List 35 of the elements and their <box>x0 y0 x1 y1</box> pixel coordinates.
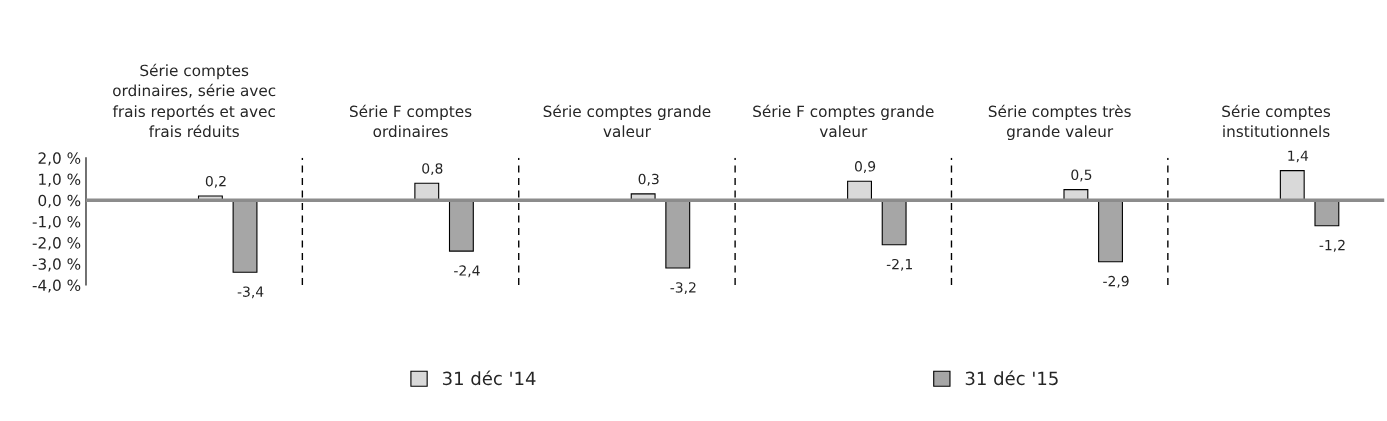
bar <box>1314 199 1340 227</box>
data-label: 1,4 <box>1288 150 1309 163</box>
legend-label: 31 déc '14 <box>442 370 536 386</box>
y-tick-label: -2,0 % <box>32 237 81 251</box>
y-tick-label: -4,0 % <box>32 279 81 293</box>
bar <box>881 199 907 246</box>
y-tick-label: 2,0 % <box>38 152 81 166</box>
y-tick-label: -3,0 % <box>32 258 81 272</box>
x-tick-label: Série F comptes grande valeur <box>753 104 934 138</box>
bar <box>448 199 474 252</box>
y-tick-label: 1,0 % <box>39 173 81 187</box>
data-label: 0,9 <box>854 161 876 173</box>
x-tick-label: Série comptes très grande valeur <box>988 104 1131 141</box>
data-label: 0,3 <box>638 173 659 186</box>
legend-label: 31 déc '15 <box>965 370 1058 386</box>
data-label: 0,5 <box>1071 169 1092 182</box>
x-tick-label: Série comptes ordinaires, série avec frais reportés et avec frais réduits <box>112 63 276 138</box>
bar <box>1098 199 1123 263</box>
x-tick-label: Série comptes institutionnels <box>1222 104 1331 138</box>
x-tick-label: Série F comptes ordinaires <box>349 104 472 138</box>
data-label: -3,2 <box>670 282 696 295</box>
bar <box>665 199 691 269</box>
data-label: 0,8 <box>422 163 443 176</box>
bar <box>1279 170 1305 201</box>
bar <box>847 180 872 201</box>
data-label: 0,2 <box>205 175 226 188</box>
data-label: -2,9 <box>1103 275 1129 288</box>
y-tick-label: 0,0 % <box>38 194 81 208</box>
data-label: -2,1 <box>886 258 912 271</box>
x-tick-label: Série comptes grande valeur <box>543 104 711 138</box>
bar <box>232 199 258 273</box>
y-tick-label: -1,0 % <box>32 215 81 230</box>
data-label: -3,4 <box>237 286 264 299</box>
data-label: -2,4 <box>454 265 480 278</box>
data-label: -1,2 <box>1319 239 1345 252</box>
